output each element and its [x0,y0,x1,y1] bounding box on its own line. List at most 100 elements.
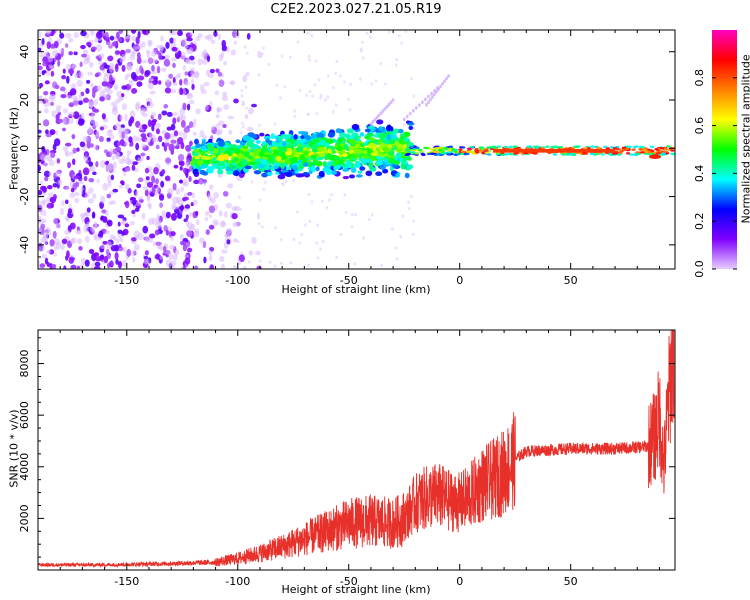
heatmap-cell [170,212,177,221]
heatmap-cell [56,158,61,164]
heatmap-cell [141,41,146,48]
colorbar-tick-label: 0.2 [693,212,706,230]
heatmap-cell [330,160,336,165]
heatmap-cell [232,265,238,269]
heatmap-cell [389,100,393,105]
heatmap-cell [155,241,162,246]
heatmap-cell [169,244,176,250]
heatmap-cell [55,113,60,121]
heatmap-cell [177,30,183,37]
heatmap-cell [190,60,196,65]
heatmap-cell [203,81,210,87]
colorbar-tick-label: 0.8 [693,69,706,87]
heatmap-cell [359,77,362,81]
heatmap-cell [48,159,55,166]
heatmap-cell [284,180,288,184]
heatmap-cell [403,137,410,142]
heatmap-cell [161,169,166,175]
heatmap-cell [101,113,106,120]
heatmap-cell [166,111,173,118]
heatmap-cell [195,210,199,216]
heatmap-cell [188,176,192,183]
heatmap-cell [375,115,379,120]
heatmap-cell [206,55,211,62]
heatmap-cell [308,141,314,147]
heatmap-cell [324,98,327,102]
heatmap-cell [228,162,234,170]
heatmap-cell [611,152,617,155]
heatmap-cell [327,131,335,138]
heatmap-cell [204,216,209,222]
heatmap-cell [377,113,381,118]
heatmap-cell [109,74,113,83]
heatmap-cell [108,200,113,205]
heatmap-cell [46,70,51,77]
heatmap-cell [199,146,207,150]
heatmap-cell [130,158,134,166]
heatmap-cell [217,33,222,41]
heatmap-cell [180,119,186,128]
heatmap-cell [158,245,164,251]
heatmap-cell [48,192,54,197]
heatmap-cell [93,252,100,257]
heatmap-cell [118,158,125,165]
heatmap-cell [475,150,480,154]
heatmap-cell [192,131,197,136]
heatmap-cell [179,160,185,167]
heatmap-cell [616,148,621,151]
heatmap-cell [238,160,246,166]
heatmap-cell [106,41,113,47]
heatmap-cell [368,142,376,148]
heatmap-cell [437,148,443,152]
heatmap-cell [46,41,52,49]
heatmap-cell [313,83,317,87]
heatmap-cell [102,240,108,245]
heatmap-cell [256,212,261,220]
heatmap-cell [117,221,121,227]
spectrogram-xtick-label: -150 [114,274,139,287]
heatmap-cell [117,214,125,219]
heatmap-cell [115,98,121,104]
heatmap-cell [483,148,489,151]
heatmap-cell [128,79,134,86]
heatmap-cell [73,192,80,196]
heatmap-cell [93,265,101,269]
heatmap-cell [95,31,103,39]
heatmap-cell [189,165,194,172]
heatmap-cell [381,109,385,113]
heatmap-cell [118,30,124,35]
heatmap-cell [205,229,210,236]
heatmap-cell [238,254,245,263]
colorbar-tick-label: 0.6 [693,117,706,135]
heatmap-cell [61,238,68,245]
heatmap-cell [388,30,391,34]
heatmap-cell [151,186,156,194]
heatmap-cell [348,138,356,144]
heatmap-cell [450,148,456,151]
heatmap-cell [354,213,357,217]
heatmap-cell [247,260,251,264]
spectrogram-ytick-label: -20 [18,188,31,206]
heatmap-cell [52,183,58,188]
heatmap-cell [244,113,249,120]
heatmap-cell [503,145,509,149]
heatmap-cell [242,265,247,269]
spectrogram-xtick-label: -50 [340,274,358,287]
heatmap-cell [42,69,47,74]
spectrogram-ytick-label: 20 [18,93,31,107]
heatmap-cell [189,99,195,105]
heatmap-cell [198,178,204,185]
heatmap-cell [57,60,61,67]
heatmap-cell [213,192,219,199]
heatmap-cell [492,146,498,149]
spectrogram-xtick-label: 50 [564,274,578,287]
heatmap-cell [71,63,77,69]
heatmap-cell [140,152,146,157]
heatmap-cell [191,78,195,85]
heatmap-cell [44,80,50,85]
heatmap-cell [332,86,335,90]
heatmap-cell [375,156,382,160]
heatmap-cell [82,136,89,142]
heatmap-cell [314,59,318,63]
heatmap-cell [264,180,267,184]
